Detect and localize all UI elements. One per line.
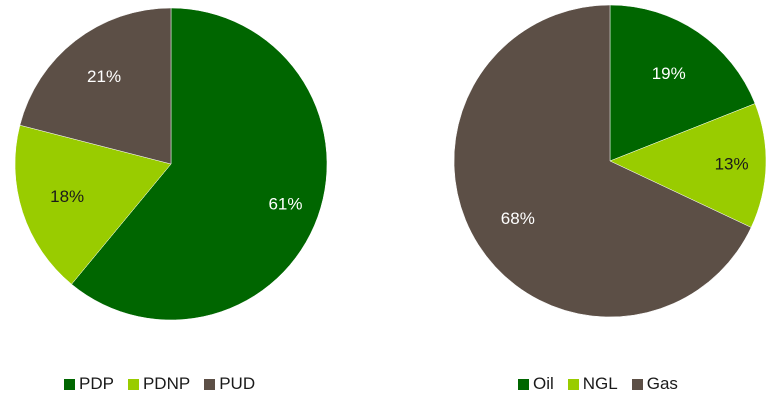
data-label-pud: 21% [87, 67, 121, 86]
legend-swatch-pdp [64, 378, 75, 390]
data-label-ngl: 13% [715, 154, 749, 173]
legend-item-gas: Gas [631, 374, 678, 394]
pie-slice-oil [609, 4, 756, 162]
legend-item-pud: PUD [204, 374, 255, 394]
legend-label-pdp: PDP [79, 374, 114, 393]
pie-slice-pud [19, 7, 172, 165]
pie-slice-pdnp [14, 124, 172, 285]
legend-item-pdnp: PDNP [127, 374, 191, 394]
legend-swatch-oil [518, 378, 529, 390]
data-label-pdnp: 18% [50, 187, 84, 206]
pie-slice-gas [453, 4, 752, 318]
legend-item-ngl: NGL [567, 374, 618, 394]
data-label-pdp: 61% [268, 195, 302, 214]
legend-label-ngl: NGL [582, 374, 618, 393]
legend-item-oil: Oil [518, 374, 554, 394]
pie-chart-product-mix: 19% 13% 68% [453, 4, 767, 318]
legend-swatch-pud [204, 378, 216, 390]
legend-label-pdnp: PDNP [142, 374, 191, 393]
data-label-gas: 68% [501, 209, 535, 228]
legend-swatch-ngl [567, 378, 579, 390]
legend-label-gas: Gas [646, 374, 678, 393]
legend-reserves-category: PDP PDNP PUD [64, 374, 255, 394]
legend-label-pud: PUD [219, 374, 256, 393]
legend-label-oil: Oil [533, 374, 554, 393]
legend-swatch-pdnp [127, 378, 139, 390]
pie-slice-pdp [71, 7, 328, 321]
legend-product-mix: Oil NGL Gas [518, 374, 678, 394]
data-label-oil: 19% [652, 64, 686, 83]
legend-swatch-gas [631, 378, 643, 390]
pie-slice-ngl [609, 103, 767, 228]
legend-item-pdp: PDP [64, 374, 114, 394]
pie-chart-reserves-category: 61% 18% 21% [14, 7, 328, 321]
